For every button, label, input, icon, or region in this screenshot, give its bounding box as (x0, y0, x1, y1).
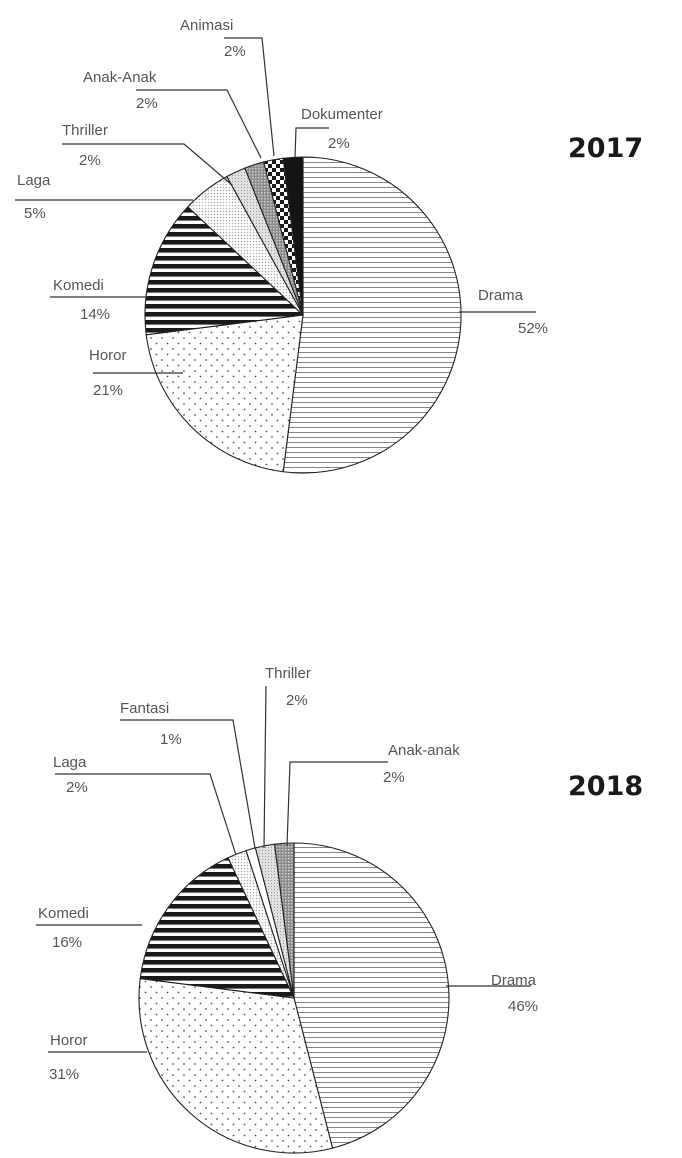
pie-chart-2018 (138, 842, 450, 1154)
pie-slice-drama-2017 (282, 156, 462, 474)
slice-name-thriller-2018: Thriller (265, 665, 311, 682)
slice-percent-laga-2018: 2% (66, 779, 88, 796)
pie-slice-dokumenter-2017 (282, 156, 304, 316)
slice-percent-animasi-2017: 2% (224, 43, 246, 60)
slice-name-horor-2018: Horor (50, 1032, 88, 1049)
slice-name-animasi-2017: Animasi (180, 17, 233, 34)
slice-percent-anak-anak-2017: 2% (136, 95, 158, 112)
slice-percent-horor-2017: 21% (93, 382, 123, 399)
slice-name-thriller-2017: Thriller (62, 122, 108, 139)
chart-title-2018: 2018 (568, 771, 643, 802)
slice-percent-thriller-2017: 2% (79, 152, 101, 169)
slice-name-komedi-2017: Komedi (53, 277, 104, 294)
slice-percent-anak-anak-2018: 2% (383, 769, 405, 786)
leader-line-laga-2018 (55, 773, 237, 856)
slice-name-anak-anak-2017: Anak-Anak (83, 69, 157, 86)
labels-2018: Drama 46% Horor 31% Komedi 16% Laga 2% Fantasi 1%… (36, 665, 538, 1083)
leader-line-dokumenter-2017 (294, 127, 329, 159)
chart-title-2017: 2017 (568, 133, 643, 164)
slice-name-laga-2018: Laga (53, 754, 87, 771)
slice-percent-laga-2017: 5% (24, 205, 46, 222)
pie-slice-horor-2018 (138, 977, 334, 1154)
slice-percent-thriller-2018: 2% (286, 692, 308, 709)
slice-percent-drama-2017: 52% (518, 320, 548, 337)
labels-2017: Drama 52% Horor 21% Komedi 14% Laga 5% Thriller 2… (15, 17, 548, 399)
slice-percent-drama-2018: 46% (508, 998, 538, 1015)
leader-line-thriller-2017 (62, 143, 233, 186)
slice-percent-horor-2018: 31% (49, 1066, 79, 1083)
slice-name-horor-2017: Horor (89, 347, 127, 364)
slice-percent-komedi-2018: 16% (52, 934, 82, 951)
slice-name-fantasi-2018: Fantasi (120, 700, 169, 717)
slice-name-drama-2018: Drama (491, 972, 537, 989)
pie-chart-2017 (144, 156, 462, 474)
slice-name-laga-2017: Laga (17, 172, 51, 189)
leader-line-thriller-2018 (263, 685, 267, 849)
slice-name-komedi-2018: Komedi (38, 905, 89, 922)
leader-line-anak-anak-2017 (136, 89, 262, 159)
leader-line-fantasi-2018 (120, 719, 256, 849)
pie-slice-horor-2017 (145, 314, 304, 473)
slice-percent-fantasi-2018: 1% (160, 731, 182, 748)
pie-slice-anak-anak-2018 (273, 842, 295, 999)
slice-name-drama-2017: Drama (478, 287, 524, 304)
slice-percent-dokumenter-2017: 2% (328, 135, 350, 152)
slice-percent-komedi-2017: 14% (80, 306, 110, 323)
pie-slice-drama-2018 (293, 842, 450, 1149)
pie-slice-komedi-2018 (139, 857, 295, 999)
slice-name-anak-anak-2018: Anak-anak (388, 742, 460, 759)
pie-slice-komedi-2017 (144, 206, 305, 336)
leader-line-anak-anak-2018 (286, 761, 388, 847)
leader-line-animasi-2017 (224, 37, 275, 157)
slice-name-dokumenter-2017: Dokumenter (301, 106, 383, 123)
